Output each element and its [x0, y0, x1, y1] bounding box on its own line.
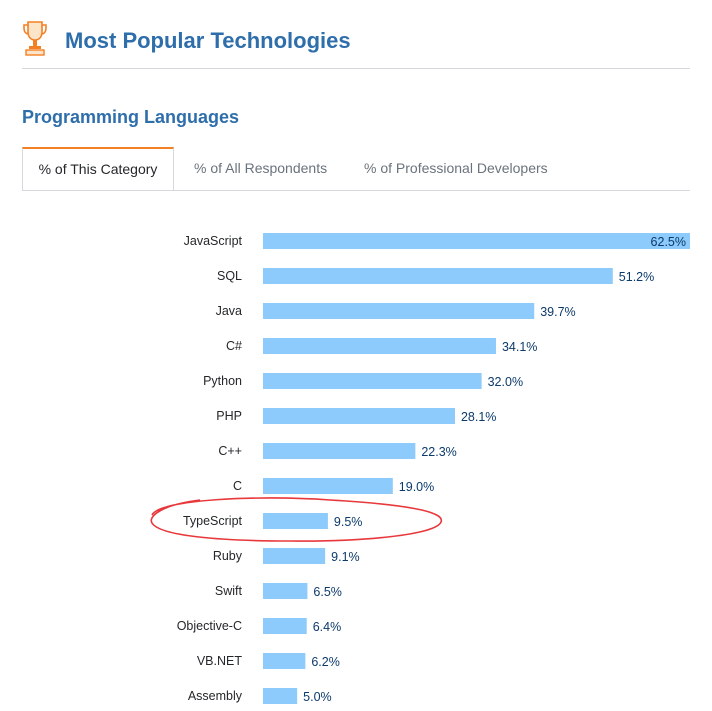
bar-javascript [263, 233, 690, 249]
bar-java [263, 303, 535, 319]
category-label-typescript: TypeScript [183, 514, 243, 528]
bar-php [263, 408, 455, 424]
bar-ruby [263, 548, 326, 564]
category-label-objective-c: Objective-C [177, 619, 242, 633]
category-label-swift: Swift [215, 584, 243, 598]
bar-c [263, 338, 496, 354]
bar-python [263, 373, 482, 389]
highlight-annotation-ring [150, 497, 443, 542]
bar-vb-net [263, 653, 306, 669]
category-label-assembly: Assembly [188, 689, 243, 703]
category-label-javascript: JavaScript [184, 234, 243, 248]
bar-swift [263, 583, 308, 599]
section-title: Programming Languages [22, 107, 240, 127]
category-label-python: Python [203, 374, 242, 388]
value-label-assembly: 5.0% [303, 690, 332, 704]
bar-chart: JavaScript 62.5% SQL 51.2% Java 39.7% C# 34.1% P… [150, 233, 690, 704]
value-label-sql: 51.2% [619, 270, 654, 284]
value-label-vb-net: 6.2% [311, 655, 340, 669]
tab-all-respondents[interactable]: % of All Respondents [194, 160, 328, 176]
bar-c [263, 443, 416, 459]
tab-bar: % of This Category % of All Respondents … [22, 147, 690, 191]
tab-this-category[interactable]: % of This Category [22, 147, 174, 190]
value-label-ruby: 9.1% [331, 550, 360, 564]
bar-sql [263, 268, 613, 284]
category-label-ruby: Ruby [213, 549, 243, 563]
category-label-vb-net: VB.NET [197, 654, 243, 668]
category-label-php: PHP [216, 409, 242, 423]
value-label-typescript: 9.5% [334, 515, 363, 529]
category-label-java: Java [216, 304, 242, 318]
value-label-java: 39.7% [540, 305, 575, 319]
bar-typescript [263, 513, 328, 529]
value-label-python: 32.0% [488, 375, 523, 389]
value-label-javascript: 62.5% [651, 235, 686, 249]
category-label-c: C# [226, 339, 242, 353]
tab-professional-developers[interactable]: % of Professional Developers [364, 160, 548, 176]
bar-assembly [263, 688, 298, 704]
category-label-c: C++ [218, 444, 242, 458]
trophy-icon [23, 21, 47, 56]
bar-c [263, 478, 393, 494]
page-header: Most Popular Technologies [22, 20, 690, 69]
value-label-c: 34.1% [502, 340, 537, 354]
bar-objective-c [263, 618, 307, 634]
value-label-c: 22.3% [421, 445, 456, 459]
value-label-objective-c: 6.4% [313, 620, 342, 634]
value-label-php: 28.1% [461, 410, 496, 424]
category-label-sql: SQL [217, 269, 242, 283]
value-label-swift: 6.5% [313, 585, 342, 599]
page-title: Most Popular Technologies [65, 28, 351, 53]
category-label-c: C [233, 479, 242, 493]
value-label-c: 19.0% [399, 480, 434, 494]
